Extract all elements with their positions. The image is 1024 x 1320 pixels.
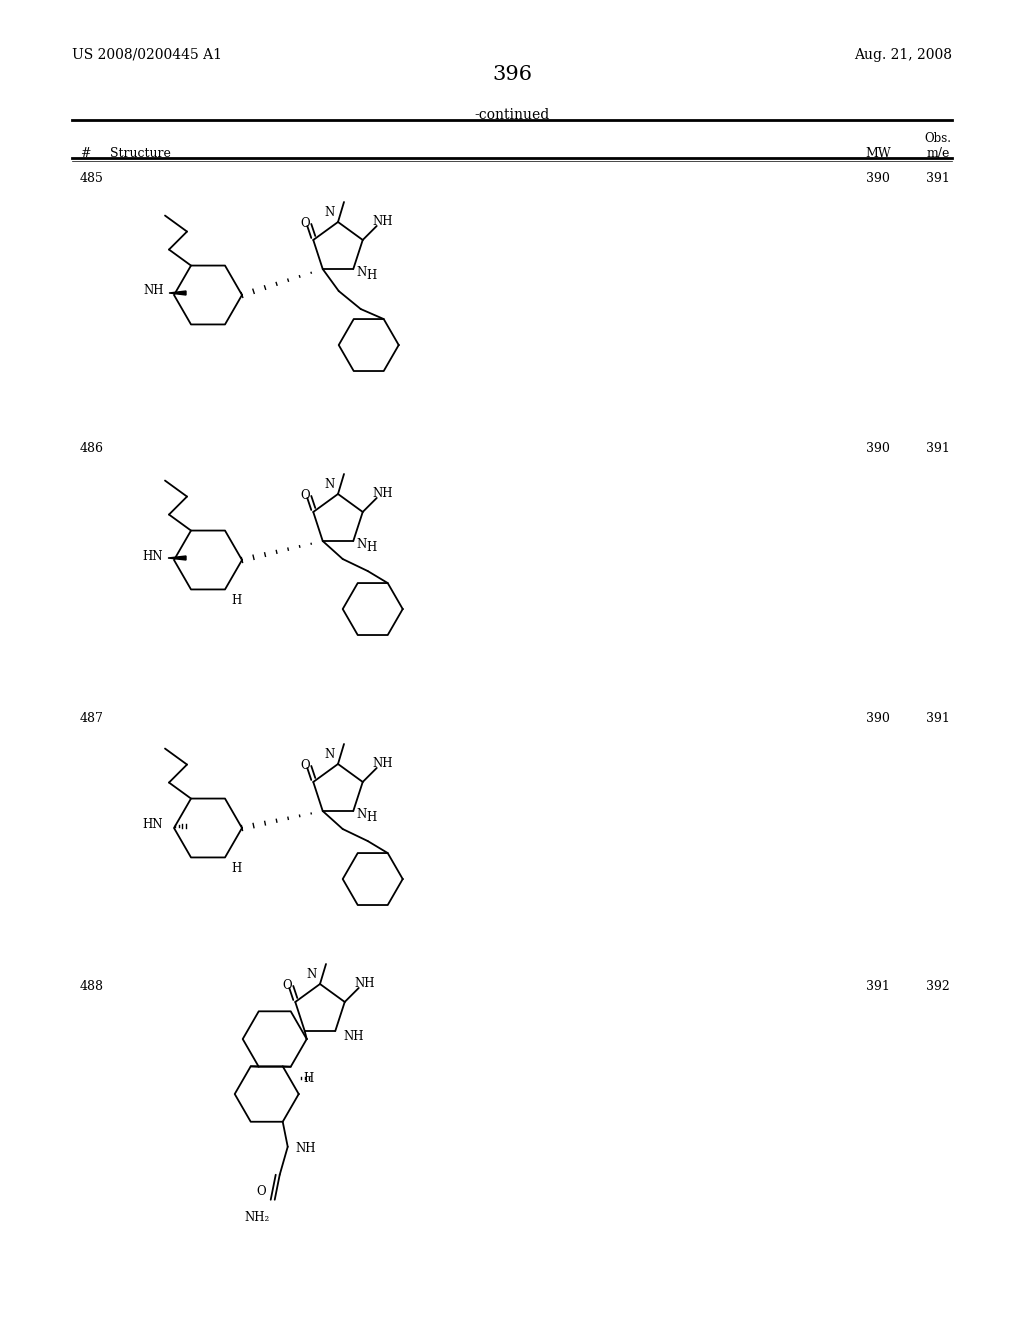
- Text: NH: NH: [343, 1030, 364, 1043]
- Text: 488: 488: [80, 979, 104, 993]
- Text: NH: NH: [143, 285, 164, 297]
- Text: Structure: Structure: [110, 147, 171, 160]
- Text: NH₂: NH₂: [244, 1212, 269, 1224]
- Text: US 2008/0200445 A1: US 2008/0200445 A1: [72, 48, 222, 62]
- Text: N: N: [356, 265, 367, 279]
- Text: N: N: [307, 969, 317, 982]
- Text: 390: 390: [866, 172, 890, 185]
- Text: NH: NH: [373, 487, 393, 500]
- Text: 391: 391: [926, 442, 950, 455]
- Text: 487: 487: [80, 711, 103, 725]
- Text: NH: NH: [296, 1142, 316, 1155]
- Text: O: O: [256, 1185, 265, 1199]
- Text: -continued: -continued: [474, 108, 550, 121]
- Text: HN: HN: [142, 817, 163, 830]
- Text: MW: MW: [865, 147, 891, 160]
- Text: O: O: [283, 979, 292, 993]
- Text: 391: 391: [866, 979, 890, 993]
- Text: #: #: [80, 147, 90, 160]
- Text: m/e: m/e: [927, 147, 949, 160]
- Text: H: H: [367, 810, 377, 824]
- Text: 390: 390: [866, 711, 890, 725]
- Text: N: N: [325, 479, 335, 491]
- Text: H: H: [230, 862, 241, 874]
- Text: 485: 485: [80, 172, 103, 185]
- Text: Aug. 21, 2008: Aug. 21, 2008: [854, 48, 952, 62]
- Text: NH: NH: [373, 758, 393, 771]
- Text: 391: 391: [926, 172, 950, 185]
- Text: H: H: [303, 1072, 313, 1085]
- Text: 396: 396: [492, 65, 532, 84]
- Text: N: N: [356, 808, 367, 821]
- Text: H: H: [367, 540, 377, 553]
- Text: H: H: [230, 594, 241, 606]
- Text: 390: 390: [866, 442, 890, 455]
- Text: O: O: [300, 490, 310, 503]
- Text: O: O: [300, 218, 310, 231]
- Text: O: O: [300, 759, 310, 772]
- Text: N: N: [356, 537, 367, 550]
- Polygon shape: [168, 556, 186, 560]
- Text: N: N: [325, 206, 335, 219]
- Text: N: N: [325, 748, 335, 762]
- Text: H: H: [367, 268, 377, 281]
- Text: NH: NH: [373, 215, 393, 228]
- Text: 391: 391: [926, 711, 950, 725]
- Text: Obs.: Obs.: [925, 132, 951, 145]
- Polygon shape: [169, 290, 186, 294]
- Text: NH: NH: [354, 978, 375, 990]
- Text: 392: 392: [926, 979, 950, 993]
- Text: 486: 486: [80, 442, 104, 455]
- Text: HN: HN: [142, 549, 163, 562]
